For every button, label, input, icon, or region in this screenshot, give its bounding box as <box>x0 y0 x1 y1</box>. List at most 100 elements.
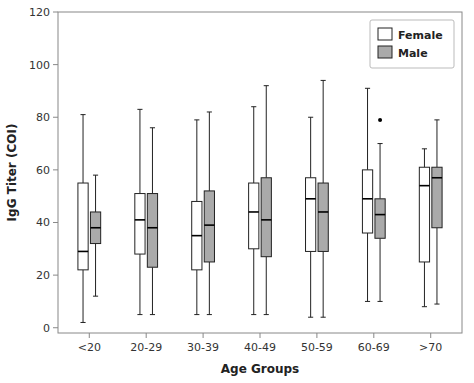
x-tick <box>260 333 261 338</box>
whisker-low <box>323 251 324 317</box>
whisker-high <box>196 120 197 202</box>
x-tick-label: 30-39 <box>187 341 219 354</box>
y-tick <box>53 64 58 65</box>
box <box>432 167 442 228</box>
x-tick <box>146 333 147 338</box>
cap-high <box>207 111 212 112</box>
box <box>318 183 328 251</box>
box <box>78 183 88 270</box>
legend: Female Male <box>370 20 454 68</box>
y-tick-label: 120 <box>29 6 50 19</box>
whisker-low <box>253 249 254 315</box>
cap-low <box>434 304 439 305</box>
cap-high <box>365 88 370 89</box>
legend-label: Female <box>398 29 443 42</box>
cap-low <box>93 296 98 297</box>
x-tick-label: 40-49 <box>244 341 276 354</box>
whisker-low <box>310 251 311 317</box>
whisker-low <box>152 267 153 314</box>
box <box>249 183 259 249</box>
whisker-high <box>83 115 84 183</box>
x-tick-label: 60-69 <box>358 341 390 354</box>
cap-low <box>150 314 155 315</box>
cap-low <box>194 314 199 315</box>
cap-high <box>434 119 439 120</box>
whisker-low <box>139 254 140 315</box>
legend-swatch <box>378 46 392 58</box>
cap-low <box>207 314 212 315</box>
whisker-high <box>152 128 153 194</box>
cap-low <box>365 301 370 302</box>
cap-low <box>137 314 142 315</box>
median <box>306 198 316 200</box>
median <box>135 219 145 221</box>
y-tick <box>53 275 58 276</box>
legend-label: Male <box>398 47 428 60</box>
box <box>375 199 385 238</box>
whisker-low <box>367 233 368 301</box>
x-tick <box>203 333 204 338</box>
cap-high <box>321 80 326 81</box>
whisker-high <box>424 149 425 167</box>
whisker-low <box>83 270 84 323</box>
whisker-low <box>266 257 267 315</box>
cap-high <box>150 127 155 128</box>
y-tick <box>53 222 58 223</box>
y-tick-label: 80 <box>36 111 50 124</box>
y-tick <box>53 327 58 328</box>
plot-frame <box>58 12 462 333</box>
cap-low <box>378 301 383 302</box>
box <box>306 178 316 252</box>
y-tick-label: 40 <box>36 216 50 229</box>
whisker-high <box>436 120 437 167</box>
x-tick <box>373 333 374 338</box>
y-tick-label: 20 <box>36 269 50 282</box>
median <box>90 227 100 229</box>
cap-low <box>251 314 256 315</box>
median <box>362 198 372 200</box>
cap-high <box>378 143 383 144</box>
cap-low <box>308 317 313 318</box>
whisker-low <box>436 228 437 304</box>
x-tick <box>89 333 90 338</box>
y-tick-label: 100 <box>29 59 50 72</box>
cap-high <box>137 109 142 110</box>
x-tick-label: >70 <box>419 341 442 354</box>
x-tick-label: 50-59 <box>301 341 333 354</box>
median <box>147 227 157 229</box>
cap-low <box>422 306 427 307</box>
whisker-low <box>209 262 210 315</box>
box <box>204 191 214 262</box>
legend-frame <box>370 20 454 68</box>
whisker-high <box>209 112 210 191</box>
cap-high <box>251 106 256 107</box>
x-tick-label: 20-29 <box>130 341 162 354</box>
box <box>147 194 157 268</box>
y-tick <box>53 12 58 13</box>
whisker-high <box>380 144 381 199</box>
cap-low <box>264 314 269 315</box>
cap-high <box>308 117 313 118</box>
whisker-low <box>196 270 197 315</box>
y-tick <box>53 169 58 170</box>
x-tick <box>316 333 317 338</box>
y-tick-label: 60 <box>36 164 50 177</box>
whisker-low <box>380 238 381 301</box>
whisker-high <box>323 80 324 183</box>
median <box>204 224 214 226</box>
y-tick-label: 0 <box>43 322 50 335</box>
box <box>261 178 271 257</box>
whisker-high <box>139 109 140 193</box>
whisker-low <box>95 244 96 297</box>
x-tick <box>430 333 431 338</box>
whisker-low <box>424 262 425 307</box>
median <box>419 185 429 187</box>
median <box>375 214 385 216</box>
median <box>192 235 202 237</box>
y-tick <box>53 117 58 118</box>
chart: 020406080100120<2020-2930-3940-4950-5960… <box>0 0 474 383</box>
cap-high <box>264 85 269 86</box>
y-axis-label: IgG Titer (COI) <box>5 124 19 222</box>
median <box>249 211 259 213</box>
box <box>419 167 429 262</box>
